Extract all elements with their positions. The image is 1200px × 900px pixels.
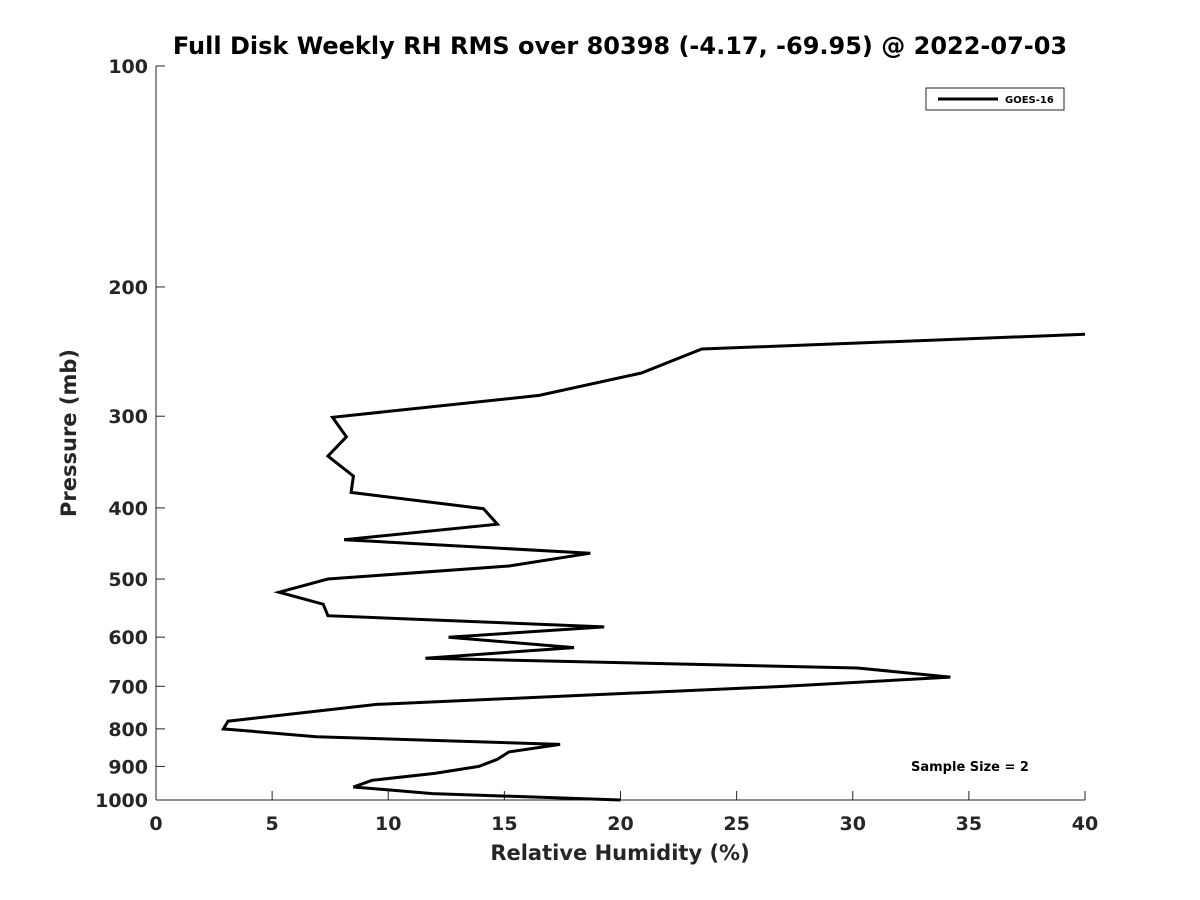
y-tick-label: 500 — [108, 569, 148, 591]
y-tick-label: 800 — [108, 719, 148, 741]
y-tick-label: 600 — [108, 627, 148, 649]
x-tick-label: 40 — [1072, 813, 1098, 835]
y-tick-label: 300 — [108, 406, 148, 428]
y-tick-label: 200 — [108, 277, 148, 299]
x-tick-label: 30 — [840, 813, 866, 835]
x-tick-label: 25 — [723, 813, 749, 835]
y-tick-label: 400 — [108, 498, 148, 520]
x-tick-label: 5 — [266, 813, 279, 835]
legend-label-goes-16: GOES-16 — [1005, 95, 1054, 106]
x-ticks: 0 5 10 15 20 25 30 35 40 — [149, 791, 1098, 835]
x-tick-label: 20 — [607, 813, 633, 835]
x-tick-label: 10 — [375, 813, 401, 835]
x-tick-label: 15 — [491, 813, 517, 835]
series-line-goes-16 — [220, 332, 1086, 802]
y-tick-label: 900 — [108, 756, 148, 778]
y-tick-label: 700 — [108, 676, 148, 698]
y-tick-label: 1000 — [95, 790, 148, 812]
y-tick-label: 100 — [108, 56, 148, 78]
y-ticks: 100 200 300 400 500 600 700 800 900 1000 — [95, 56, 165, 812]
x-tick-label: 0 — [149, 813, 162, 835]
legend: GOES-16 — [925, 87, 1065, 111]
x-axis-label: Relative Humidity (%) — [490, 841, 749, 865]
chart-title: Full Disk Weekly RH RMS over 80398 (-4.1… — [173, 32, 1067, 60]
y-axis-label: Pressure (mb) — [57, 349, 81, 517]
sample-size-annotation: Sample Size = 2 — [911, 760, 1029, 775]
x-tick-label: 35 — [956, 813, 982, 835]
series-layer — [220, 332, 1086, 802]
